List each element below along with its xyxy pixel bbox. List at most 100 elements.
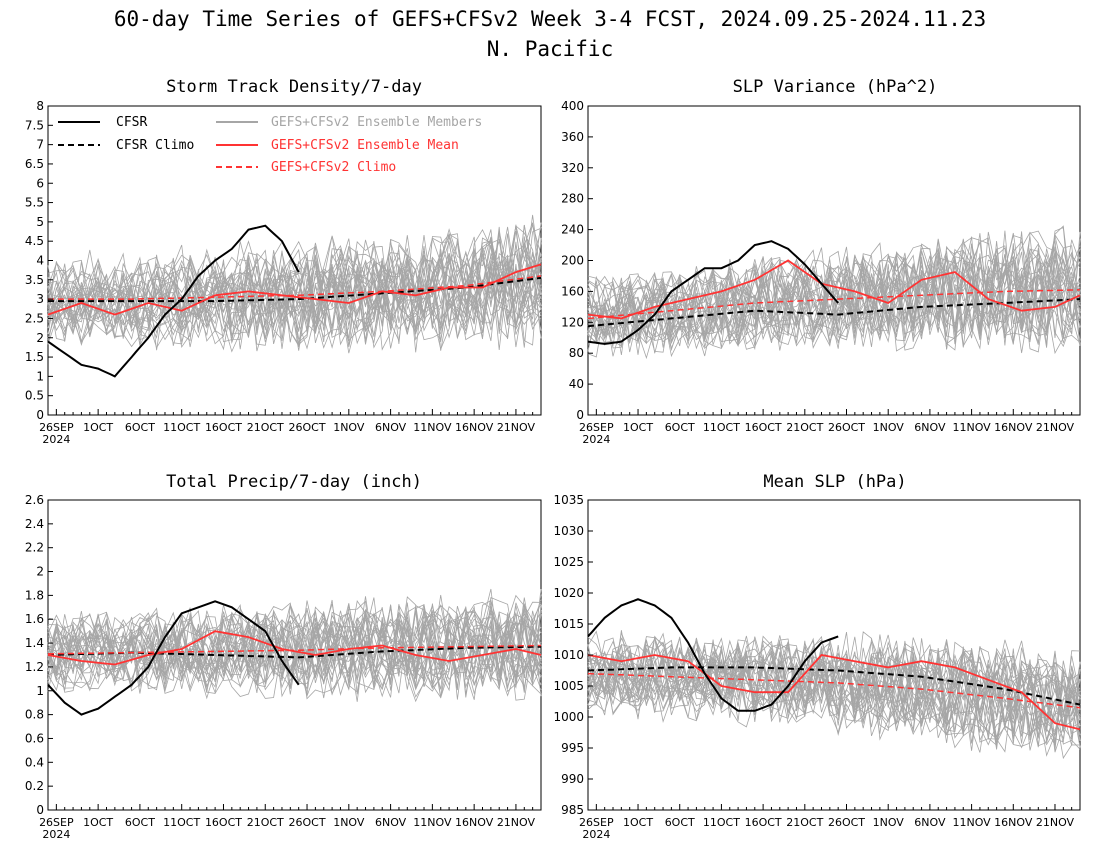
series-lines bbox=[587, 240, 1081, 345]
y-tick-label: 1005 bbox=[553, 679, 584, 693]
panel-mean-slp: Mean SLP (hPa) 985 990 995 1000 1005 1010 1015… bbox=[553, 472, 1081, 841]
x-tick-label: 26SEP bbox=[579, 816, 614, 829]
y-tick-label: 2 bbox=[36, 565, 44, 579]
ensemble-member-line bbox=[47, 259, 542, 353]
x-tick-label: 11OCT bbox=[163, 421, 200, 434]
x-tick-label: 16NOV bbox=[994, 421, 1033, 434]
ensemble-member-line bbox=[587, 233, 1081, 340]
ensemble-member-line bbox=[47, 240, 542, 337]
gefs-climo-line bbox=[587, 672, 1081, 709]
y-axis: 0 40 80 120 160 200 240 280 320 360 400 bbox=[561, 99, 593, 422]
x-tick-label: 6NOV bbox=[375, 421, 407, 434]
y-tick-label: 40 bbox=[569, 377, 584, 391]
legend-label-cfsr-climo: CFSR Climo bbox=[116, 138, 194, 153]
ensemble-members bbox=[47, 588, 542, 703]
x-tick-label: 21OCT bbox=[247, 421, 284, 434]
y-tick-label: 1020 bbox=[553, 586, 584, 600]
x-tick-label: 6NOV bbox=[914, 421, 946, 434]
ensemble-member-line bbox=[587, 240, 1081, 338]
y-tick-label: 6.5 bbox=[25, 157, 44, 171]
x-tick-label: 1OCT bbox=[623, 421, 653, 434]
y-tick-label: 280 bbox=[561, 192, 584, 206]
y-tick-label: 1035 bbox=[553, 493, 584, 507]
y-tick-label: 1 bbox=[36, 369, 44, 383]
x-tick-label: 1NOV bbox=[333, 816, 365, 829]
y-tick-label: 1.8 bbox=[25, 588, 44, 602]
x-axis: 26SEP 1OCT 6OCT 11OCT 16OCT 21OCT 26OCT 1NOV 6NO… bbox=[39, 804, 542, 841]
ensemble-members bbox=[587, 630, 1081, 760]
ensemble-mean-line bbox=[587, 259, 1081, 320]
y-tick-label: 320 bbox=[561, 161, 584, 175]
ensemble-member-line bbox=[587, 630, 1081, 730]
y-tick-label: 5.5 bbox=[25, 196, 44, 210]
panel-storm-track-density: Storm Track Density/7-day 0 0.5 1 1.5 2 2.5 3 3… bbox=[25, 77, 542, 446]
x-tick-label: 16OCT bbox=[745, 421, 782, 434]
y-axis: 0 0.5 1 1.5 2 2.5 3 3.5 4 4.5 5 5.5 6 6.5 7 7.5 8 bbox=[25, 99, 53, 422]
cfsr-line bbox=[47, 224, 300, 378]
y-tick-label: 0.6 bbox=[25, 731, 44, 745]
cfsr-climo-line bbox=[587, 666, 1081, 706]
panel-title: SLP Variance (hPa^2) bbox=[733, 77, 938, 97]
x-axis: 26SEP 1OCT 6OCT 11OCT 16OCT 21OCT 26OCT 1NOV 6NO… bbox=[39, 409, 542, 446]
legend-label-climo: GEFS+CFSv2 Climo bbox=[271, 160, 396, 175]
y-tick-label: 3.5 bbox=[25, 273, 44, 287]
y-tick-label: 2 bbox=[36, 331, 44, 345]
x-tick-label: 11NOV bbox=[413, 816, 452, 829]
x-tick-label: 21NOV bbox=[497, 421, 536, 434]
ensemble-member-line bbox=[587, 243, 1081, 342]
x-tick-label: 11OCT bbox=[163, 816, 200, 829]
x-tick-label: 11OCT bbox=[703, 421, 740, 434]
figure-title: 60-day Time Series of GEFS+CFSv2 Week 3-… bbox=[114, 7, 986, 31]
series-lines bbox=[47, 600, 542, 716]
ensemble-member-line bbox=[587, 251, 1081, 348]
x-tick-label: 6OCT bbox=[125, 816, 155, 829]
x-tick-label: 1NOV bbox=[873, 421, 905, 434]
y-tick-label: 0 bbox=[576, 408, 584, 422]
y-tick-label: 1000 bbox=[553, 710, 584, 724]
x-tick-label: 21OCT bbox=[786, 816, 823, 829]
ensemble-member-line bbox=[587, 252, 1081, 358]
ensemble-member-line bbox=[587, 245, 1081, 345]
x-tick-label: 11NOV bbox=[952, 816, 991, 829]
x-year-label: 2024 bbox=[42, 828, 70, 841]
y-tick-label: 0 bbox=[36, 803, 44, 817]
ensemble-member-line bbox=[587, 650, 1081, 749]
x-year-label: 2024 bbox=[582, 433, 610, 446]
ensemble-member-line bbox=[587, 634, 1081, 728]
ensemble-member-line bbox=[587, 637, 1081, 737]
x-tick-label: 11NOV bbox=[413, 421, 452, 434]
x-tick-label: 1NOV bbox=[333, 421, 365, 434]
panel-title: Storm Track Density/7-day bbox=[166, 77, 422, 97]
x-year-label: 2024 bbox=[582, 828, 610, 841]
cfsr-line bbox=[587, 240, 839, 345]
y-tick-label: 1030 bbox=[553, 524, 584, 538]
x-tick-label: 6NOV bbox=[914, 816, 946, 829]
x-tick-label: 16NOV bbox=[994, 816, 1033, 829]
ensemble-member-line bbox=[47, 594, 542, 678]
ensemble-mean-line bbox=[47, 263, 542, 316]
x-tick-label: 21NOV bbox=[497, 816, 536, 829]
y-tick-label: 120 bbox=[561, 315, 584, 329]
panel-total-precip: Total Precip/7-day (inch) 0 0.2 0.4 0.6 0.8 1… bbox=[25, 472, 542, 841]
x-year-label: 2024 bbox=[42, 433, 70, 446]
y-tick-label: 1010 bbox=[553, 648, 584, 662]
ensemble-member-line bbox=[47, 597, 542, 680]
y-tick-label: 7.5 bbox=[25, 118, 44, 132]
gefs-climo-line bbox=[587, 289, 1080, 320]
y-tick-label: 0 bbox=[36, 408, 44, 422]
x-tick-label: 1NOV bbox=[873, 816, 905, 829]
y-tick-label: 1.4 bbox=[25, 636, 44, 650]
y-tick-label: 5 bbox=[36, 215, 44, 229]
x-tick-label: 6NOV bbox=[375, 816, 407, 829]
ensemble-member-line bbox=[47, 237, 542, 348]
gefs-climo-line bbox=[48, 275, 542, 300]
x-tick-label: 21OCT bbox=[786, 421, 823, 434]
x-tick-label: 21NOV bbox=[1036, 816, 1075, 829]
ensemble-member-line bbox=[587, 635, 1081, 728]
x-tick-label: 16OCT bbox=[205, 421, 242, 434]
ensemble-member-line bbox=[47, 604, 542, 684]
series-lines bbox=[587, 598, 1081, 731]
y-tick-label: 0.2 bbox=[25, 779, 44, 793]
ensemble-member-line bbox=[47, 222, 542, 331]
